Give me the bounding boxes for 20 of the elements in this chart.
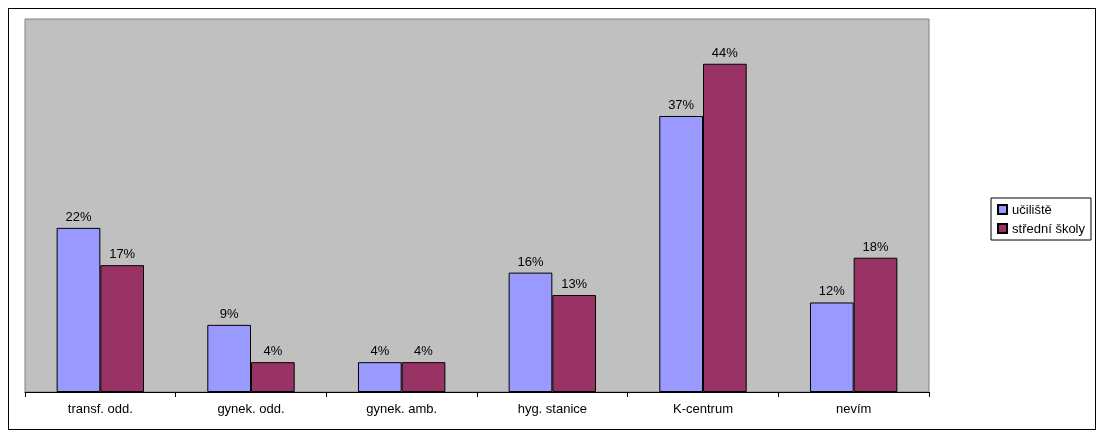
data-label: 13% [561, 276, 588, 292]
data-label: 9% [219, 305, 239, 321]
x-tick-label: hyg. stanice [517, 401, 588, 416]
x-tick-label: gynek. odd. [217, 401, 285, 416]
x-tick-label: nevím [835, 401, 872, 416]
data-label: 18% [862, 238, 889, 254]
data-label: 4% [370, 343, 390, 359]
legend-label: učiliště [1012, 202, 1052, 217]
data-label: 37% [668, 96, 695, 112]
legend-label: střední školy [1012, 221, 1086, 236]
x-tick-label: transf. odd. [67, 401, 133, 416]
x-tick-label: gynek. amb. [366, 401, 438, 416]
data-label: 12% [818, 283, 846, 299]
data-label: 44% [711, 44, 739, 60]
data-label: 16% [517, 253, 544, 269]
data-label: 22% [65, 208, 92, 224]
data-label: 4% [414, 343, 434, 359]
data-label: 17% [109, 246, 136, 262]
data-label: 4% [263, 343, 283, 359]
x-tick-label: K-centrum [673, 401, 733, 416]
